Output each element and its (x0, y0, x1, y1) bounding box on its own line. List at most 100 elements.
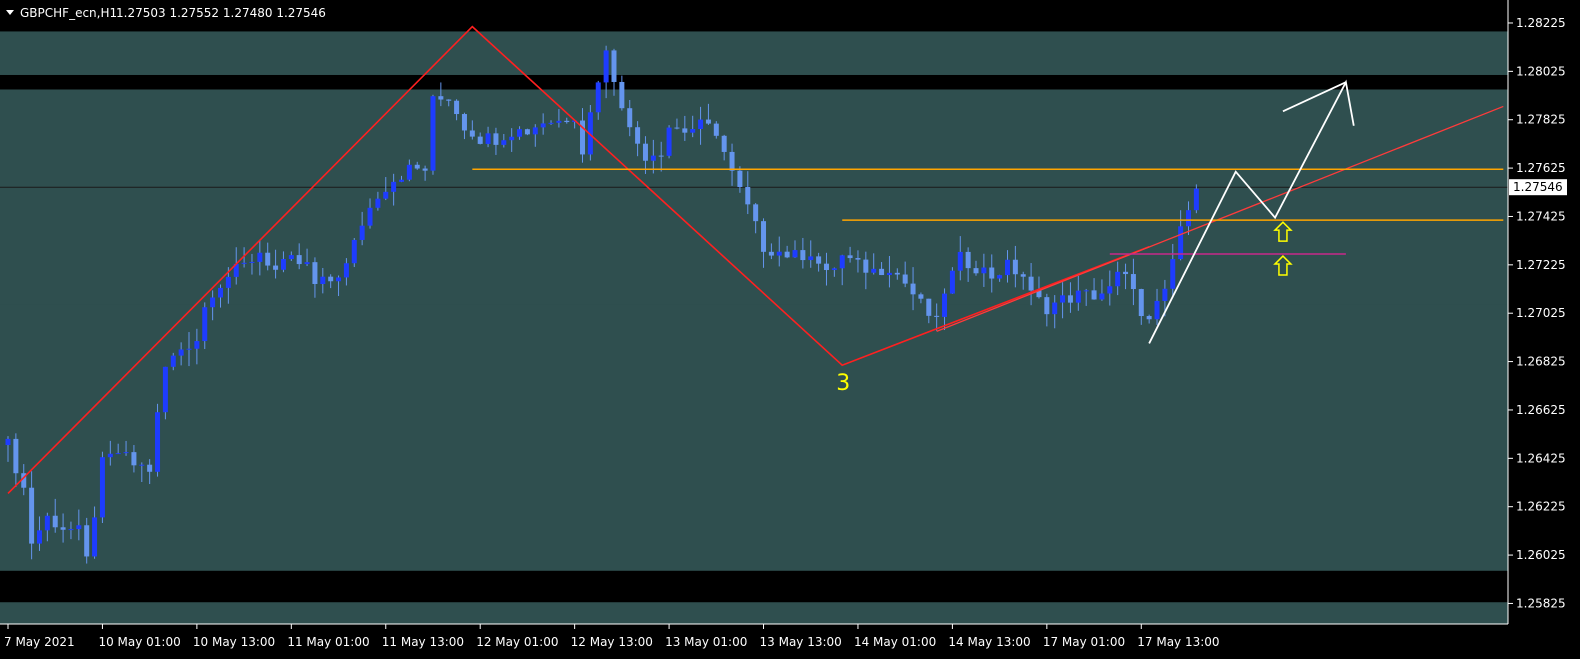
candle-body (650, 155, 656, 161)
candle-body (304, 262, 310, 265)
candle-54 (430, 94, 436, 175)
resistance-zones (0, 31, 1508, 624)
candle-body (1123, 271, 1129, 275)
candle-8 (68, 521, 74, 540)
candle-67 (532, 124, 538, 147)
y-tick-label: 1.27225 (1516, 258, 1566, 272)
candle-body (336, 277, 342, 282)
candle-109 (863, 251, 869, 290)
candle-51 (406, 159, 412, 182)
candle-123 (973, 260, 979, 276)
candle-body (485, 133, 491, 144)
candle-60 (477, 132, 483, 145)
price-axis[interactable]: 1.28225 1.28025 1.27825 1.27625 1.27425 1.272… (1508, 16, 1567, 610)
candle-122 (965, 247, 971, 282)
candle-39 (312, 257, 318, 298)
candle-75 (595, 80, 601, 120)
time-axis[interactable]: 7 May 2021 10 May 01:00 10 May 13:00 11 May… (4, 624, 1220, 649)
candle-body (241, 262, 247, 264)
candle-47 (375, 191, 381, 211)
current-price-label: 1.27546 (1513, 180, 1563, 194)
candle-111 (879, 262, 885, 276)
zone-0 (0, 31, 1508, 75)
y-tick-label: 1.27625 (1516, 161, 1566, 175)
candle-140 (1107, 270, 1113, 306)
candle-144 (1138, 288, 1144, 325)
candle-body (1107, 286, 1113, 294)
candle-body (658, 155, 664, 157)
candle-body (957, 251, 963, 271)
y-tick-label: 1.26825 (1516, 355, 1566, 369)
candle-body (949, 270, 955, 294)
candle-body (808, 256, 814, 261)
candle-body (414, 164, 420, 169)
candle-body (942, 293, 948, 317)
candle-101 (800, 237, 806, 269)
candle-body (1028, 276, 1034, 291)
candle-96 (761, 218, 767, 268)
candle-body (1186, 210, 1191, 227)
candle-body (217, 287, 223, 298)
candle-body (225, 276, 231, 288)
candle-body (60, 527, 66, 530)
candle-body (603, 50, 609, 83)
candle-142 (1123, 263, 1129, 290)
candle-body (155, 412, 161, 472)
candle-20 (162, 366, 168, 420)
candle-117 (926, 298, 932, 324)
candle-body (619, 81, 625, 109)
symbol-dropdown-icon[interactable] (6, 10, 14, 15)
candle-91 (721, 134, 727, 161)
candle-body (343, 263, 349, 278)
x-tick-label: 7 May 2021 (4, 635, 75, 649)
candle-103 (816, 252, 822, 272)
candle-4 (36, 516, 42, 551)
candle-body (784, 251, 790, 258)
candle-62 (493, 127, 499, 155)
candle-body (902, 274, 908, 284)
zone-2 (0, 304, 1508, 571)
candle-body (454, 100, 460, 115)
candle-body (52, 515, 58, 528)
candle-body (666, 127, 672, 156)
candle-body (1075, 290, 1081, 303)
candle-body (186, 348, 192, 350)
candle-74 (587, 104, 593, 161)
zigzag-line (7, 25, 1150, 494)
candle-13 (107, 440, 113, 466)
candle-body (131, 452, 137, 466)
candle-body (564, 120, 570, 123)
candle-48 (383, 177, 389, 201)
candle-body (68, 529, 74, 531)
candle-body (5, 438, 11, 446)
candle-body (674, 127, 680, 129)
zone-3 (0, 602, 1508, 624)
candle-18 (147, 459, 153, 485)
candle-69 (548, 120, 554, 125)
wave-label-0: 3 (836, 371, 850, 396)
candle-body (107, 453, 113, 458)
candle-145 (1146, 314, 1152, 324)
chart-symbol: GBPCHF_ecn,H1 (20, 6, 117, 20)
candle-body (863, 259, 869, 273)
candle-118 (934, 303, 940, 331)
up-arrow-icon-1 (1273, 254, 1293, 276)
candle-19 (155, 403, 161, 477)
candle-77 (611, 48, 617, 96)
candle-body (375, 198, 381, 208)
chart-header[interactable]: GBPCHF_ecn,H1 1.27503 1.27552 1.27480 1.… (6, 6, 326, 20)
candle-body (1020, 274, 1026, 277)
candle-body (973, 268, 979, 274)
candle-body (1052, 302, 1058, 315)
candle-61 (485, 126, 491, 148)
candle-body (682, 128, 688, 133)
candle-6 (52, 498, 58, 533)
chart-ohlc: 1.27503 1.27552 1.27480 1.27546 (116, 6, 326, 20)
candle-body (84, 525, 90, 557)
candle-3 (29, 471, 35, 560)
candle-body (627, 108, 633, 128)
candle-35 (280, 251, 286, 273)
candle-body (280, 259, 286, 270)
candle-body (44, 515, 50, 531)
